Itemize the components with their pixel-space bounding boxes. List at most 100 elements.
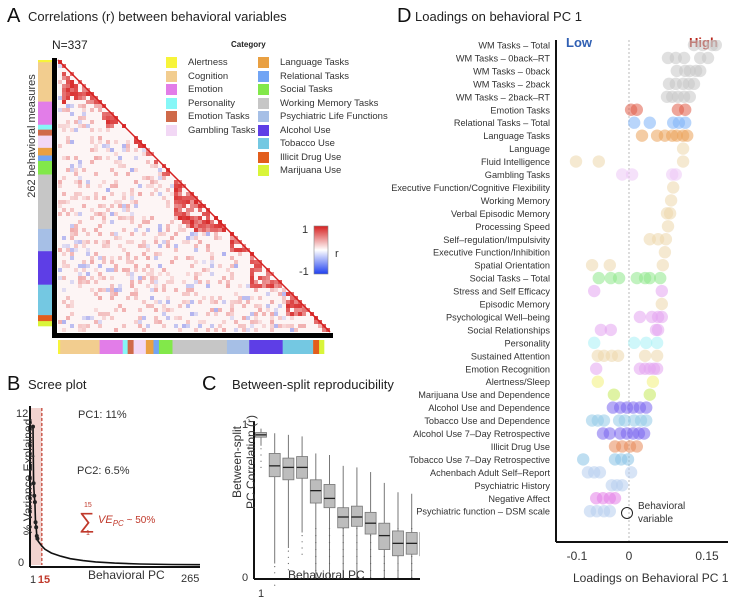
loading-dot <box>612 271 626 285</box>
matrix-cell <box>178 328 182 332</box>
matrix-cell <box>258 320 262 324</box>
loading-dot <box>590 362 603 375</box>
matrix-cell <box>174 248 178 252</box>
matrix-cell <box>114 212 118 216</box>
matrix-cell <box>78 104 82 108</box>
sample-size-label: N=337 <box>52 38 88 52</box>
matrix-cell <box>66 248 70 252</box>
matrix-cell <box>158 272 162 276</box>
matrix-cell <box>222 320 226 324</box>
matrix-cell <box>146 248 150 252</box>
matrix-cell <box>66 80 70 84</box>
matrix-cell <box>90 108 94 112</box>
matrix-cell <box>98 324 102 328</box>
matrix-cell <box>70 92 74 96</box>
matrix-cell <box>150 272 154 276</box>
legend-swatch <box>258 57 269 68</box>
matrix-cell <box>102 312 106 316</box>
matrix-cell <box>134 256 138 260</box>
matrix-cell <box>126 240 130 244</box>
matrix-cell <box>114 172 118 176</box>
box-outlier <box>356 528 358 530</box>
matrix-cell <box>242 324 246 328</box>
legend-swatch <box>258 111 269 122</box>
matrix-cell <box>126 256 130 260</box>
matrix-cell <box>142 276 146 280</box>
matrix-cell <box>186 324 190 328</box>
scree-y-tick: 12 <box>16 408 28 420</box>
legend-label: Cognition <box>188 70 229 82</box>
matrix-cell <box>238 296 242 300</box>
matrix-cell <box>162 172 166 176</box>
matrix-cell <box>82 240 86 244</box>
matrix-cell <box>278 292 282 296</box>
matrix-cell <box>154 300 158 304</box>
matrix-cell <box>242 304 246 308</box>
matrix-cell <box>66 200 70 204</box>
matrix-cell <box>114 288 118 292</box>
matrix-cell <box>122 196 126 200</box>
box-outlier <box>328 576 331 579</box>
matrix-cell <box>106 120 110 124</box>
loading-dot <box>696 40 709 52</box>
matrix-cell <box>150 180 154 184</box>
row-label: Alcohol Use 7–Day Retrospective <box>413 429 550 439</box>
legend-label: Personality <box>188 97 235 109</box>
matrix-cell <box>66 156 70 160</box>
matrix-cell <box>122 208 126 212</box>
category-segment-vertical <box>38 147 52 156</box>
matrix-cell <box>206 216 210 220</box>
matrix-cell <box>218 224 222 228</box>
matrix-cell <box>82 324 86 328</box>
legend-item: Language Tasks <box>258 57 349 68</box>
matrix-cell <box>294 312 298 316</box>
matrix-cell <box>126 272 130 276</box>
box-body <box>350 505 363 527</box>
matrix-cell <box>110 276 114 280</box>
matrix-cell <box>70 80 74 84</box>
matrix-cell <box>102 144 106 148</box>
matrix-cell <box>82 116 86 120</box>
scree-point <box>32 493 37 498</box>
matrix-cell <box>134 320 138 324</box>
box-outlier <box>287 550 289 552</box>
matrix-cell <box>230 236 234 240</box>
category-segment-vertical <box>38 155 52 162</box>
category-segment-vertical <box>38 228 52 252</box>
matrix-cell <box>134 140 138 144</box>
matrix-cell <box>70 248 74 252</box>
matrix-cell <box>162 312 166 316</box>
matrix-cell <box>146 152 150 156</box>
matrix-cell <box>94 156 98 160</box>
matrix-cell <box>206 268 210 272</box>
sum-lower-limit: 1 <box>86 530 90 537</box>
box-outlier <box>287 562 289 565</box>
matrix-cell <box>82 280 86 284</box>
matrix-cell <box>290 304 294 308</box>
matrix-cell <box>266 280 270 284</box>
category-segment-horizontal <box>172 340 228 354</box>
matrix-cell <box>62 192 66 196</box>
matrix-cell <box>274 312 278 316</box>
matrix-cell <box>234 300 238 304</box>
matrix-cell <box>150 304 154 308</box>
matrix-cell <box>218 296 222 300</box>
matrix-cell <box>106 268 110 272</box>
matrix-cell <box>130 292 134 296</box>
matrix-cell <box>186 288 190 292</box>
matrix-cell <box>70 128 74 132</box>
legend-label: Emotion <box>188 84 223 95</box>
matrix-cell <box>118 236 122 240</box>
panel-a-title: Correlations (r) between behavioral vari… <box>28 9 287 24</box>
matrix-cell <box>294 308 298 312</box>
matrix-cell <box>194 244 198 248</box>
matrix-cell <box>254 260 258 264</box>
box-outlier <box>411 555 413 558</box>
matrix-cell <box>250 260 254 264</box>
box-body <box>282 457 295 481</box>
matrix-cell <box>106 240 110 244</box>
matrix-cell <box>286 304 290 308</box>
matrix-cell <box>86 272 90 276</box>
box-outlier <box>397 569 399 572</box>
scree-point <box>32 500 37 505</box>
